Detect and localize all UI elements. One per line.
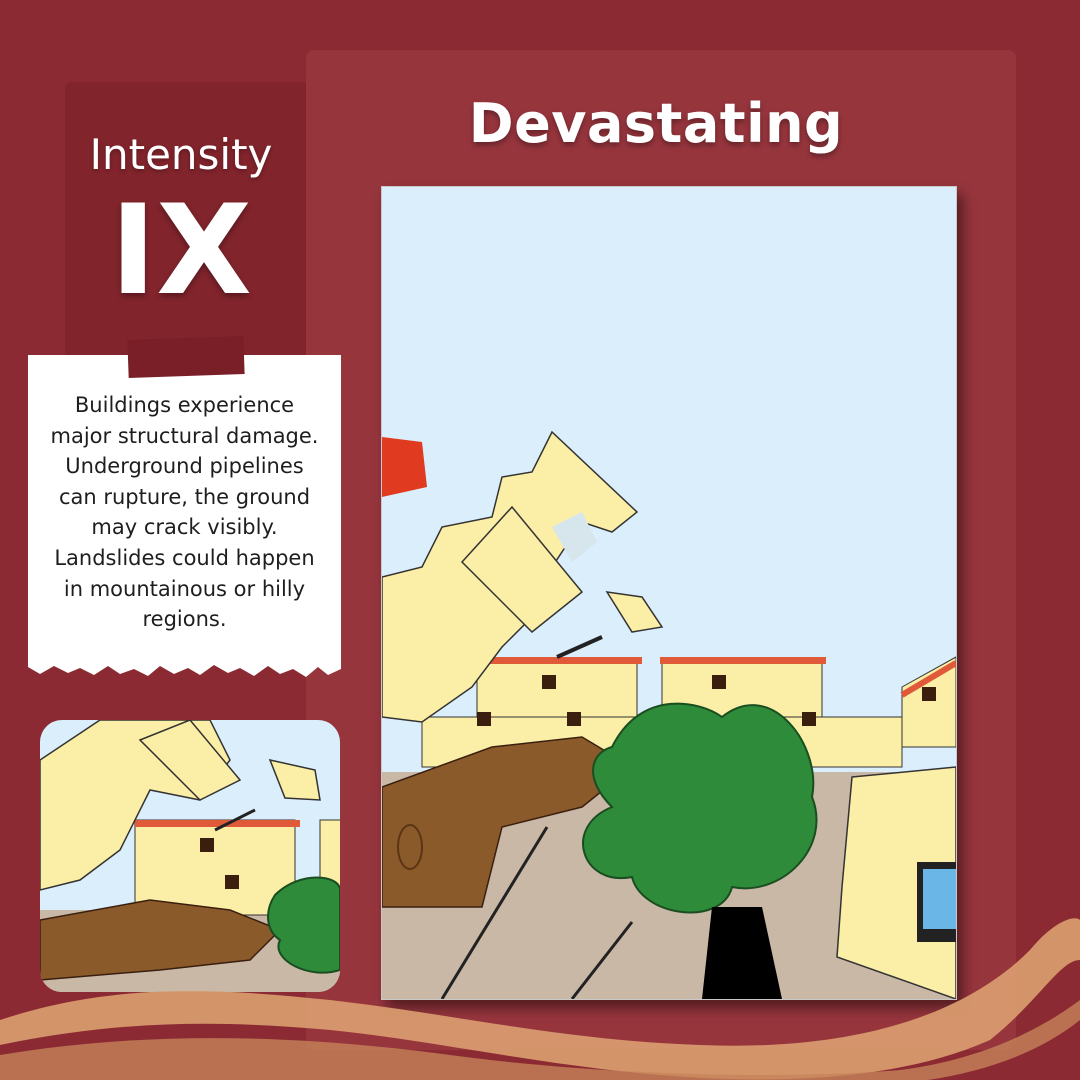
- description-line: Landslides could happen: [54, 545, 315, 570]
- description-line: Underground pipelines: [65, 454, 304, 479]
- tape-strip: [127, 335, 245, 379]
- earthquake-illustration: [381, 186, 957, 1000]
- description-line: can rupture, the ground: [58, 484, 311, 509]
- description-line: Buildings experience: [74, 393, 295, 417]
- page-title: Devastating: [468, 92, 844, 155]
- description-line: regions.: [142, 607, 227, 632]
- description-text: Buildings experience major structural da…: [36, 390, 333, 635]
- intensity-label: Intensity: [89, 130, 273, 179]
- description-line: in mountainous or hilly: [63, 576, 306, 601]
- thumbnail-scene: [40, 720, 340, 992]
- thumbnail-illustration: [40, 720, 340, 992]
- collapsing-building: [382, 430, 664, 723]
- intensity-box: [65, 82, 306, 372]
- description-note: [28, 355, 341, 665]
- note-torn-edge: [28, 655, 341, 677]
- illustration-scene: [382, 430, 956, 999]
- description-line: may crack visibly.: [91, 515, 278, 540]
- description-line: major structural damage.: [50, 423, 319, 448]
- intensity-level: IX: [110, 179, 252, 323]
